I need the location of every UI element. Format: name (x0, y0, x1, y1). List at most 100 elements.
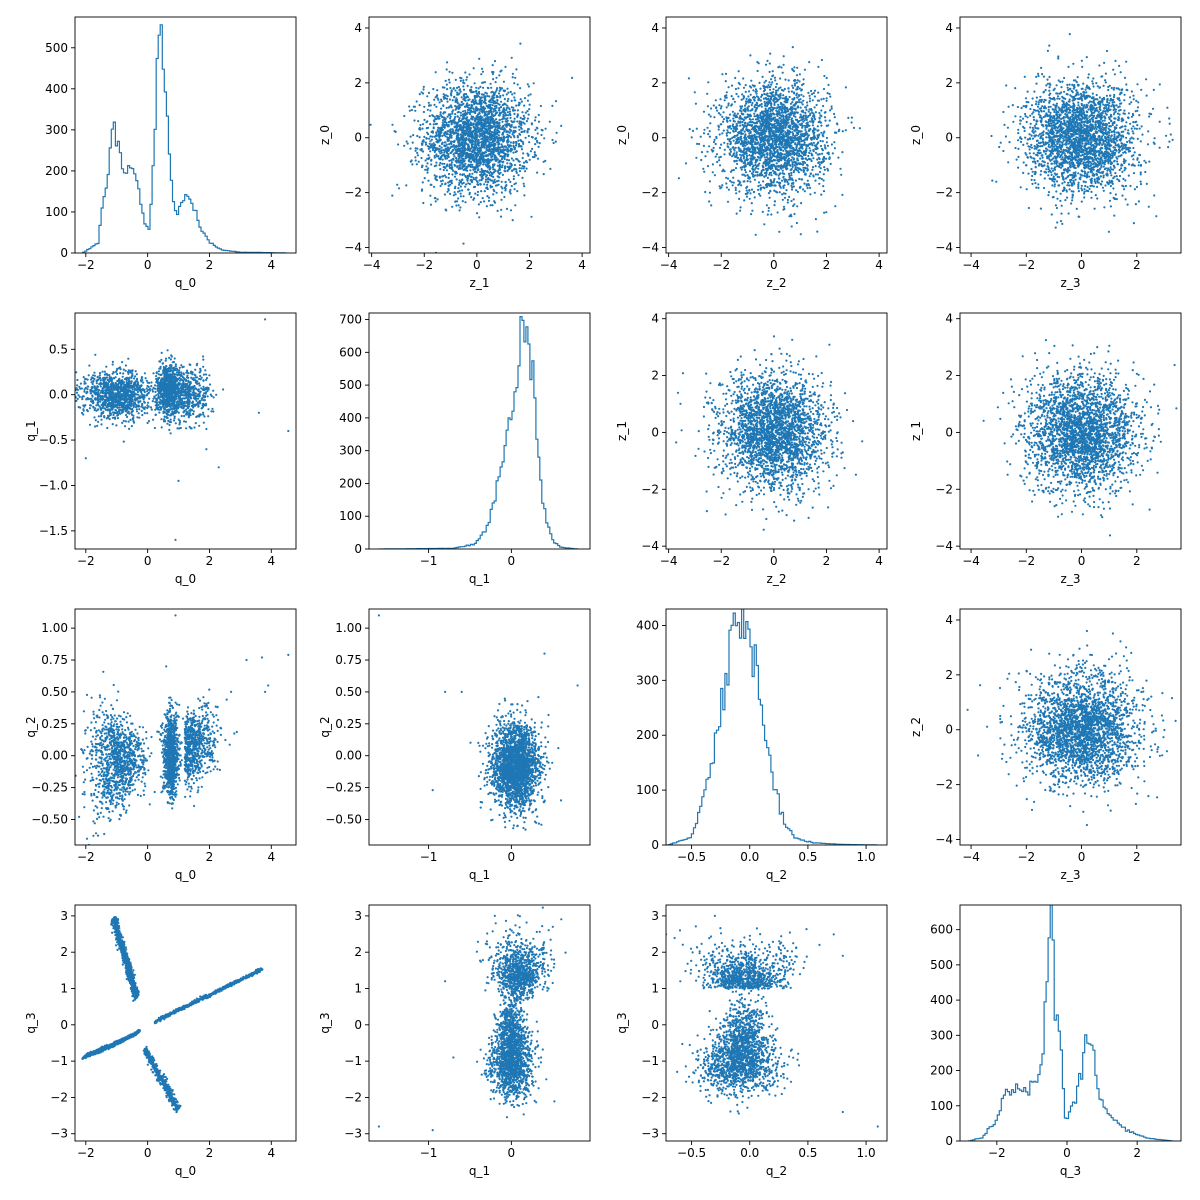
scatter-point (422, 123, 425, 126)
scatter-point (756, 164, 759, 167)
scatter-point (433, 150, 436, 153)
scatter-point (735, 212, 738, 215)
scatter-point (802, 111, 805, 114)
scatter-point (803, 119, 806, 122)
scatter-point (732, 139, 735, 142)
scatter-point (491, 104, 494, 107)
scatter-point (447, 181, 450, 184)
scatter-point (535, 126, 538, 129)
scatter-point (761, 164, 764, 167)
scatter-point (528, 103, 531, 106)
scatter-point (508, 112, 511, 115)
scatter-point (772, 169, 775, 172)
scatter-point (442, 175, 445, 178)
scatter-point (741, 151, 744, 154)
scatter-point (791, 112, 794, 115)
scatter-point (485, 178, 489, 181)
scatter-point (763, 156, 766, 159)
scatter-point (501, 131, 504, 134)
scatter-point (450, 122, 453, 125)
scatter-point (422, 88, 425, 91)
scatter-point (447, 187, 450, 190)
scatter-point (760, 93, 764, 96)
scatter-point (490, 159, 493, 162)
scatter-point (446, 133, 449, 136)
scatter-point (479, 123, 483, 126)
scatter-point (822, 179, 825, 182)
scatter-point (691, 129, 695, 132)
scatter-point (488, 143, 491, 146)
scatter-point (534, 143, 537, 146)
scatter-point (715, 153, 719, 156)
scatter-point (734, 76, 737, 80)
scatter-point (826, 92, 829, 95)
scatter-point (791, 106, 794, 109)
scatter-point (449, 115, 452, 118)
scatter-point (472, 135, 475, 138)
scatter-point (501, 173, 504, 176)
scatter-point (476, 121, 479, 124)
scatter-point (509, 188, 512, 191)
scatter-point (435, 178, 438, 181)
scatter-point (769, 52, 772, 55)
scatter-point (821, 160, 825, 164)
scatter-point (425, 165, 428, 168)
scatter-point (771, 91, 774, 94)
scatter-point (813, 118, 817, 121)
scatter-point (690, 136, 693, 139)
scatter-point (749, 113, 752, 116)
scatter-point (478, 118, 481, 121)
scatter-point (803, 139, 806, 142)
scatter-point (495, 88, 498, 91)
scatter-point (706, 165, 710, 168)
scatter-point (481, 116, 484, 119)
scatter-point (783, 105, 787, 108)
scatter-point (501, 187, 504, 190)
scatter-point (459, 148, 462, 151)
scatter-point (422, 201, 425, 205)
scatter-point (459, 111, 462, 114)
scatter-point (719, 187, 722, 190)
scatter-point (768, 130, 772, 133)
scatter-point (800, 83, 804, 87)
x-tick-label: 0 (144, 258, 152, 272)
scatter-point (443, 174, 446, 177)
scatter-point (782, 124, 785, 127)
scatter-point (412, 134, 415, 137)
scatter-point (775, 121, 779, 124)
scatter-point (791, 101, 794, 104)
scatter-point (505, 158, 509, 161)
scatter-point (448, 133, 452, 136)
scatter-point (511, 76, 514, 79)
scatter-point (492, 151, 495, 154)
scatter-point (719, 113, 722, 116)
scatter-point (469, 110, 473, 114)
scatter-point (497, 114, 500, 117)
scatter-point (704, 155, 707, 158)
scatter-point (498, 172, 501, 175)
scatter-point (451, 168, 454, 171)
scatter-point (724, 72, 728, 75)
scatter-point (495, 76, 498, 79)
scatter-point (721, 132, 724, 135)
scatter-point (793, 112, 797, 115)
scatter-point (423, 118, 426, 121)
scatter-point (441, 134, 444, 137)
scatter-point (529, 93, 532, 96)
scatter-point (765, 156, 769, 159)
scatter-point (453, 139, 456, 142)
scatter-point (809, 193, 812, 196)
scatter-point (519, 133, 522, 136)
scatter-point (810, 109, 813, 112)
scatter-point (804, 128, 807, 131)
scatter-point (757, 135, 761, 138)
scatter-point (757, 185, 760, 188)
scatter-point (508, 144, 511, 147)
scatter-point (503, 148, 506, 152)
scatter-point (767, 209, 770, 212)
scatter-point (512, 151, 515, 154)
scatter-point (444, 117, 447, 120)
scatter-point (741, 128, 744, 131)
scatter-point (463, 93, 466, 96)
scatter-point (423, 105, 426, 108)
